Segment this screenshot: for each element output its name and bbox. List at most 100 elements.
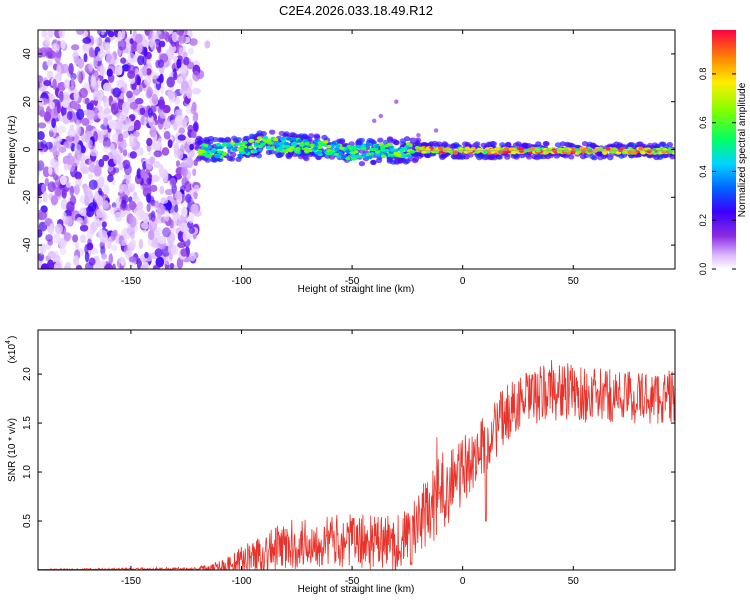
y-tick-label: 1.0: [22, 465, 33, 479]
y-tick-label: 0: [22, 146, 33, 152]
noise-blob: [150, 39, 157, 51]
noise-blob: [97, 50, 106, 58]
noise-blob: [169, 219, 174, 229]
snr-frame: [37, 329, 676, 571]
noise-blob: [85, 205, 95, 218]
track-core: [217, 150, 223, 154]
noise-blob: [46, 59, 53, 67]
noise-blob: [193, 190, 198, 200]
track-core: [304, 141, 310, 146]
noise-blob: [60, 105, 67, 117]
track-halo: [358, 161, 366, 167]
noise-blob: [146, 137, 153, 147]
track-halo: [581, 141, 589, 147]
noise-blob: [112, 133, 119, 143]
track-halo: [404, 158, 411, 164]
noise-blob: [103, 107, 111, 115]
spectrogram-x-label: Height of straight line (km): [298, 284, 415, 295]
outlier-point: [433, 128, 439, 133]
noise-blob: [124, 164, 132, 176]
noise-blob: [103, 184, 110, 195]
noise-region: [38, 30, 211, 269]
noise-blob: [63, 232, 71, 242]
track-core: [419, 146, 425, 151]
track-halo: [505, 141, 512, 148]
noise-blob: [40, 205, 48, 213]
noise-blob: [42, 166, 51, 178]
colorbar: 0.0 0.2 0.4 0.6 0.8 Normalized spectral ampl…: [698, 30, 748, 275]
noise-blob: [191, 130, 197, 139]
noise-blob: [150, 71, 160, 80]
noise-blob: [162, 227, 171, 238]
track-halo: [559, 141, 567, 147]
track-core: [365, 142, 371, 147]
noise-blob: [68, 63, 74, 75]
track-core: [242, 140, 248, 145]
x-tick-label: 50: [568, 576, 580, 587]
track-halo: [235, 137, 242, 143]
track-halo: [203, 136, 210, 142]
noise-blob: [102, 82, 112, 92]
outlier-point: [416, 133, 421, 138]
noise-blob: [56, 103, 61, 114]
noise-blob: [113, 167, 120, 174]
track-core: [381, 148, 387, 152]
noise-blob: [135, 33, 143, 44]
snr-scale-exponent: 4: [5, 340, 12, 344]
track-core: [294, 147, 300, 151]
noise-blob: [59, 90, 64, 103]
noise-blob: [192, 70, 200, 82]
noise-blob: [158, 33, 165, 40]
noise-blob: [99, 65, 105, 77]
track-halo: [476, 155, 483, 161]
noise-blob: [182, 118, 187, 128]
noise-blob: [183, 56, 190, 66]
noise-blob: [176, 30, 185, 36]
track-core: [438, 146, 444, 151]
noise-blob: [178, 47, 184, 56]
noise-blob: [76, 217, 83, 224]
track-halo: [616, 142, 624, 148]
noise-blob: [148, 230, 155, 241]
track-core: [204, 147, 210, 151]
track-halo: [669, 154, 675, 160]
snr-scale-base: (x10: [7, 344, 18, 364]
noise-blob: [136, 42, 143, 54]
track-core: [351, 157, 357, 161]
track-core: [337, 151, 343, 155]
track-core: [511, 150, 517, 155]
noise-blob: [146, 193, 152, 203]
noise-blob: [181, 166, 186, 176]
noise-blob: [188, 47, 194, 55]
noise-blob: [159, 112, 167, 119]
noise-blob: [122, 149, 128, 157]
noise-blob: [82, 37, 92, 44]
noise-blob: [140, 115, 145, 126]
track-core: [317, 145, 323, 149]
track-halo: [654, 143, 661, 149]
noise-blob: [180, 248, 188, 257]
track-halo: [370, 159, 377, 165]
noise-blob: [118, 162, 124, 171]
track-halo: [243, 135, 250, 141]
noise-blob: [153, 264, 160, 269]
outlier-point: [411, 137, 417, 143]
outlier-point: [372, 118, 377, 124]
noise-blob: [90, 75, 97, 87]
track-core: [226, 143, 232, 147]
noise-blob: [103, 117, 109, 127]
noise-blob: [166, 76, 175, 88]
noise-blob: [52, 145, 58, 158]
noise-blob: [129, 101, 138, 110]
noise-blob: [158, 40, 166, 48]
noise-blob: [164, 209, 170, 222]
noise-blob: [63, 163, 69, 171]
noise-blob: [118, 183, 124, 194]
track-halo: [375, 157, 383, 164]
noise-blob: [62, 211, 67, 221]
noise-blob: [38, 131, 45, 141]
noise-blob: [88, 179, 98, 190]
track-core: [530, 146, 536, 151]
noise-blob: [83, 53, 88, 63]
noise-blob: [39, 97, 44, 108]
